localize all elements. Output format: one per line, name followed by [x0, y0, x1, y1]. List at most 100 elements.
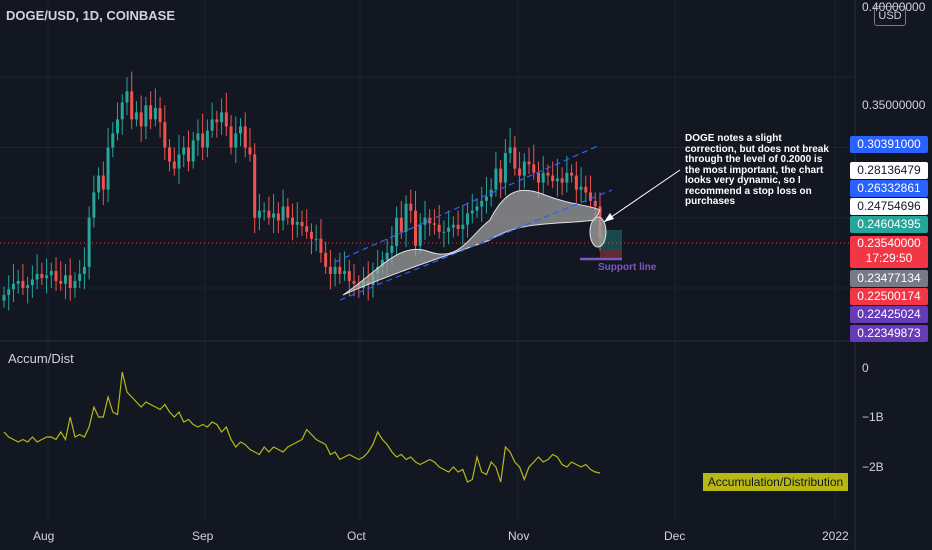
candle-body [267, 210, 271, 218]
candle-body [257, 210, 261, 218]
candle-body [532, 164, 536, 173]
indicator-title: Accum/Dist [8, 351, 74, 366]
candle-body [461, 224, 465, 229]
candle-body [414, 210, 418, 246]
candle-body [205, 130, 209, 148]
price-tick-0-40: 0.40000000 [862, 0, 926, 14]
candle-body [518, 168, 522, 176]
channel-upper-line [334, 144, 601, 263]
candle-body [291, 217, 295, 225]
candle-body [97, 175, 101, 193]
channel-lower-line [339, 189, 613, 301]
candle-body [191, 140, 195, 162]
candle-body [54, 271, 58, 281]
candle-body [480, 200, 484, 207]
candle-body [466, 213, 470, 225]
candle-body [68, 275, 72, 288]
candle-body [11, 283, 15, 290]
candle-body [172, 161, 176, 169]
candle-body [49, 271, 53, 276]
candle-body [513, 147, 517, 169]
candle-body [59, 280, 63, 284]
candle-body [239, 126, 242, 134]
time-label-nov: Nov [508, 529, 530, 543]
candle-body [87, 217, 91, 267]
candle-body [92, 192, 96, 218]
candle-body [234, 133, 238, 148]
candle-body [593, 200, 597, 207]
candle-body [314, 238, 318, 240]
candle-body [276, 213, 280, 221]
candle-body [522, 161, 526, 176]
support-line-label: Support line [598, 262, 657, 273]
candle-body [437, 224, 441, 232]
candle-body [324, 252, 328, 267]
candle-body [201, 133, 205, 148]
price-label-text: 0.23540000 [857, 236, 921, 250]
price-label-text: 0.22349873 [857, 326, 921, 340]
candle-body [229, 126, 233, 148]
candle-body [536, 172, 540, 183]
candle-body [343, 271, 347, 274]
price-label-text: 0.22425024 [857, 307, 921, 321]
candle-body [78, 273, 82, 281]
indicator-tick-0: 0 [862, 361, 869, 375]
candle-body [494, 168, 498, 190]
candle-body [220, 112, 224, 123]
candle-body [385, 252, 389, 260]
candle-body [120, 102, 124, 120]
candle-body [63, 275, 67, 284]
candle-body [527, 161, 531, 165]
candle-body [418, 224, 422, 246]
price-label: 0.22425024 [850, 306, 928, 323]
candle-body [21, 280, 25, 288]
candle-body [432, 223, 436, 225]
candle-body [395, 217, 399, 246]
candle-body [134, 112, 138, 120]
grid-lines [0, 0, 855, 520]
price-label-text: 0.23477134 [857, 271, 921, 285]
candle-body [338, 266, 342, 274]
candle-body [451, 224, 455, 228]
candle-body [16, 280, 20, 284]
price-label-text: 0.28136479 [857, 163, 921, 177]
candle-body [149, 105, 153, 120]
time-label-sep: Sep [192, 529, 214, 543]
candle-body [45, 275, 49, 279]
price-label-text: 0.22500174 [857, 289, 921, 303]
annotation-note: DOGE notes a slight correction, but does… [685, 133, 829, 207]
time-label-oct: Oct [347, 529, 366, 543]
candle-body [423, 217, 427, 225]
note-arrow [603, 169, 681, 223]
candle-body [409, 203, 413, 211]
candle-body [7, 289, 11, 295]
candle-body [442, 231, 446, 233]
indicator-value-tag: Accumulation/Distribution [703, 473, 848, 491]
candle-body [26, 285, 30, 288]
candle-body [144, 105, 148, 127]
candle-body [447, 227, 451, 232]
candle-body [272, 213, 276, 218]
candles-group [2, 71, 602, 311]
candle-body [130, 91, 134, 120]
candle-body [319, 238, 323, 253]
candle-body [253, 154, 257, 218]
symbol-title: DOGE/USD, 1D, COINBASE [6, 8, 176, 23]
currency-button[interactable]: USD [874, 6, 906, 26]
candle-body [574, 175, 578, 190]
candle-body [555, 178, 559, 182]
price-label: 0.22349873 [850, 325, 928, 342]
candle-body [116, 119, 120, 134]
candle-body [196, 133, 200, 141]
candle-body [40, 273, 44, 279]
candle-body [106, 147, 110, 190]
candle-body [186, 147, 190, 162]
candle-body [328, 266, 332, 274]
candle-body [35, 273, 39, 280]
candle-body [210, 119, 214, 131]
candle-body [589, 192, 593, 201]
candle-body [163, 122, 167, 148]
candle-body [499, 168, 503, 183]
candle-body [243, 126, 247, 148]
